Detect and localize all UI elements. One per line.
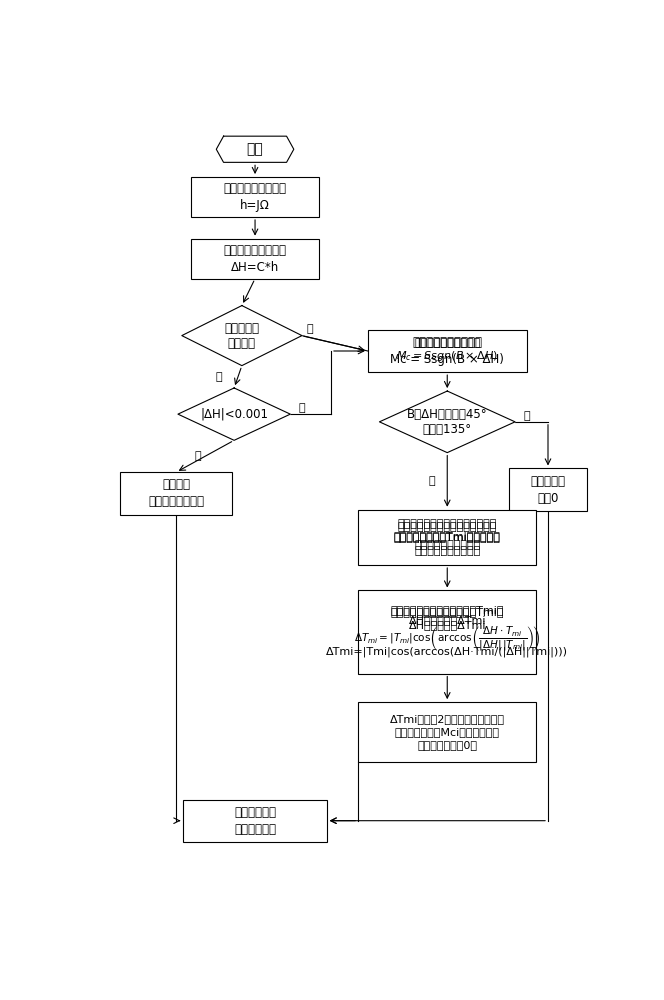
Text: 计算各轴上磁力矩器按照加电方向: 计算各轴上磁力矩器按照加电方向 bbox=[398, 522, 497, 532]
Polygon shape bbox=[178, 388, 290, 440]
Bar bbox=[509, 468, 587, 511]
Text: 磁力矩器
三轴控制指令为零: 磁力矩器 三轴控制指令为零 bbox=[148, 478, 204, 508]
Text: 是: 是 bbox=[195, 451, 201, 461]
Polygon shape bbox=[379, 391, 515, 453]
Bar bbox=[191, 177, 319, 217]
Text: $M_c = Ssgn(B \times \Delta H)$: $M_c = Ssgn(B \times \Delta H)$ bbox=[396, 349, 498, 363]
Text: 开始: 开始 bbox=[246, 142, 264, 156]
Bar bbox=[358, 702, 537, 762]
Text: 工作产生控制力矩Tmi，磁力矩器: 工作产生控制力矩Tmi，磁力矩器 bbox=[394, 531, 501, 541]
Polygon shape bbox=[182, 306, 302, 366]
Text: 否: 否 bbox=[306, 324, 313, 334]
Text: |ΔH|<0.001: |ΔH|<0.001 bbox=[200, 408, 268, 421]
Bar bbox=[358, 510, 537, 565]
Bar bbox=[358, 590, 537, 674]
Text: ΔH上投影大小ΔTmi: ΔH上投影大小ΔTmi bbox=[408, 615, 486, 625]
Text: 是: 是 bbox=[215, 372, 222, 382]
Text: 否: 否 bbox=[523, 411, 530, 421]
Text: 异常产生控制力矩为零: 异常产生控制力矩为零 bbox=[414, 540, 480, 550]
Text: 计算磁力矩器加电方向: 计算磁力矩器加电方向 bbox=[414, 338, 480, 348]
Text: 输出磁力矩器
三轴控制指令: 输出磁力矩器 三轴控制指令 bbox=[234, 806, 276, 836]
Text: ΔTmi最大的2轴的磁力矩器工作，
该轴控制指令为Mci，其他轴不工
作，控制指令为0。: ΔTmi最大的2轴的磁力矩器工作， 该轴控制指令为Mci，其他轴不工 作，控制指… bbox=[390, 714, 505, 750]
Bar bbox=[368, 330, 527, 372]
Text: 计算每个飞轮角动量
h=JΩ: 计算每个飞轮角动量 h=JΩ bbox=[224, 182, 287, 212]
Text: 是: 是 bbox=[428, 476, 435, 486]
Text: 计算各轴上磁力矩器按照加电方向
工作产生控制力矩Tmi，磁力矩器
异常产生控制力矩为零: 计算各轴上磁力矩器按照加电方向 工作产生控制力矩Tmi，磁力矩器 异常产生控制力… bbox=[394, 519, 501, 556]
Bar bbox=[191, 239, 319, 279]
Bar bbox=[183, 800, 327, 842]
Text: 计算合成卸载角动量
ΔH=C*h: 计算合成卸载角动量 ΔH=C*h bbox=[224, 244, 287, 274]
Text: 计算各轴上磁力矩器控制力矩Tmi在: 计算各轴上磁力矩器控制力矩Tmi在 bbox=[390, 605, 504, 615]
Text: 三轴控制指
令为0: 三轴控制指 令为0 bbox=[531, 475, 566, 505]
Polygon shape bbox=[216, 136, 293, 162]
Text: $\Delta T_{mi}=|T_{mi}|\cos\!\left(\arccos\!\left(\dfrac{\Delta H \cdot T_{mi}}{: $\Delta T_{mi}=|T_{mi}|\cos\!\left(\arcc… bbox=[354, 624, 540, 653]
Text: 否: 否 bbox=[299, 403, 305, 413]
Bar bbox=[120, 472, 232, 515]
Text: 计算磁力矩器加电方向
Mc = Ssgn(B × ΔH): 计算磁力矩器加电方向 Mc = Ssgn(B × ΔH) bbox=[390, 336, 504, 366]
Text: B和ΔH夹角大于45°
且小于135°: B和ΔH夹角大于45° 且小于135° bbox=[407, 408, 487, 436]
Text: 计算各轴上磁力矩器控制力矩Tmi在
ΔH上投影大小ΔTmi

ΔTmi=|Tmi|cos(arccos(ΔH·Tmi/(|ΔH||Tmi|))): 计算各轴上磁力矩器控制力矩Tmi在 ΔH上投影大小ΔTmi ΔTmi=|Tmi|… bbox=[326, 607, 568, 657]
Text: 任意轴满足
卸载条件: 任意轴满足 卸载条件 bbox=[224, 322, 260, 350]
